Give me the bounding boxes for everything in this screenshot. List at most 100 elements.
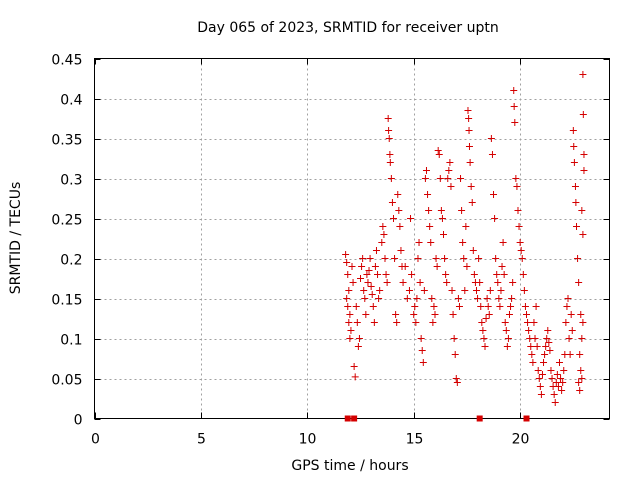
data-point xyxy=(344,303,352,310)
data-point xyxy=(528,351,536,358)
data-point xyxy=(488,151,496,158)
data-point xyxy=(510,87,518,94)
data-point xyxy=(440,231,448,238)
data-point xyxy=(578,375,586,382)
data-point xyxy=(418,347,426,354)
data-point xyxy=(570,159,578,166)
data-point xyxy=(368,291,376,298)
data-point xyxy=(385,135,393,142)
data-point xyxy=(388,199,396,206)
data-point xyxy=(547,367,555,374)
data-point xyxy=(437,207,445,214)
data-point xyxy=(458,207,466,214)
data-point xyxy=(348,263,356,270)
zero-value-markers xyxy=(344,415,530,422)
data-point xyxy=(485,311,493,318)
data-point xyxy=(389,215,397,222)
data-point xyxy=(524,319,532,326)
data-point xyxy=(428,295,436,302)
data-point xyxy=(531,335,539,342)
data-point xyxy=(425,207,433,214)
data-point xyxy=(386,151,394,158)
data-point xyxy=(387,175,395,182)
data-point xyxy=(567,311,575,318)
data-point xyxy=(503,343,511,350)
data-point xyxy=(346,311,354,318)
data-point xyxy=(366,255,374,262)
data-point xyxy=(544,327,552,334)
tick-labels: 0 0.05 0.1 0.15 0.2 0.25 0.3 0.35 0.4 0.45 0 5 10 15 2… xyxy=(51,53,529,448)
data-point xyxy=(538,371,546,378)
data-point xyxy=(565,335,573,342)
data-point xyxy=(343,259,351,266)
data-point xyxy=(416,279,424,286)
data-point xyxy=(570,143,578,150)
data-point xyxy=(460,255,468,262)
data-point xyxy=(478,319,486,326)
data-point xyxy=(415,239,423,246)
data-point xyxy=(477,303,485,310)
zero-value-marker xyxy=(344,415,351,422)
data-point xyxy=(369,303,377,310)
data-point xyxy=(399,279,407,286)
data-point xyxy=(408,271,416,278)
data-point xyxy=(358,263,366,270)
data-point xyxy=(532,303,540,310)
data-point xyxy=(491,215,499,222)
data-point xyxy=(535,375,543,382)
data-point xyxy=(481,343,489,350)
data-point xyxy=(380,231,388,238)
y-tick-label: 0.1 xyxy=(60,333,82,349)
y-tick-label: 0.05 xyxy=(51,373,82,389)
data-point xyxy=(457,175,465,182)
y-tick-label: 0.35 xyxy=(51,133,82,149)
data-point xyxy=(576,351,584,358)
data-point xyxy=(560,367,568,374)
data-point xyxy=(509,279,517,286)
data-point xyxy=(490,191,498,198)
data-point xyxy=(364,279,372,286)
data-point xyxy=(552,379,560,386)
data-point xyxy=(452,375,460,382)
data-point xyxy=(495,295,503,302)
data-point xyxy=(566,351,574,358)
y-tick-label: 0.45 xyxy=(51,53,82,69)
data-point xyxy=(579,111,587,118)
data-point xyxy=(479,327,487,334)
data-point xyxy=(534,367,542,374)
data-point xyxy=(559,379,567,386)
data-point xyxy=(430,303,438,310)
data-point xyxy=(541,351,549,358)
data-point xyxy=(465,143,473,150)
data-point xyxy=(466,159,474,166)
data-point xyxy=(515,223,523,230)
data-point xyxy=(543,335,551,342)
data-point xyxy=(453,379,461,386)
data-point xyxy=(381,255,389,262)
data-points xyxy=(342,71,588,406)
data-point xyxy=(499,239,507,246)
data-point xyxy=(407,215,415,222)
data-point xyxy=(579,231,587,238)
data-point xyxy=(554,383,562,390)
data-point xyxy=(347,327,355,334)
data-point xyxy=(575,279,583,286)
y-axis-label: SRMTID / TECUs xyxy=(8,182,24,295)
data-point xyxy=(450,335,458,342)
data-point xyxy=(393,319,401,326)
data-point xyxy=(558,387,566,394)
data-point xyxy=(510,103,518,110)
data-point xyxy=(375,295,383,302)
data-point xyxy=(383,279,391,286)
data-point xyxy=(519,271,527,278)
data-point xyxy=(411,303,419,310)
data-point xyxy=(376,287,384,294)
axis-ticks xyxy=(94,58,610,420)
data-point xyxy=(507,303,515,310)
data-point xyxy=(384,115,392,122)
data-point xyxy=(562,319,570,326)
data-point xyxy=(500,271,508,278)
data-point xyxy=(497,287,505,294)
data-point xyxy=(424,191,432,198)
data-point xyxy=(492,255,500,262)
